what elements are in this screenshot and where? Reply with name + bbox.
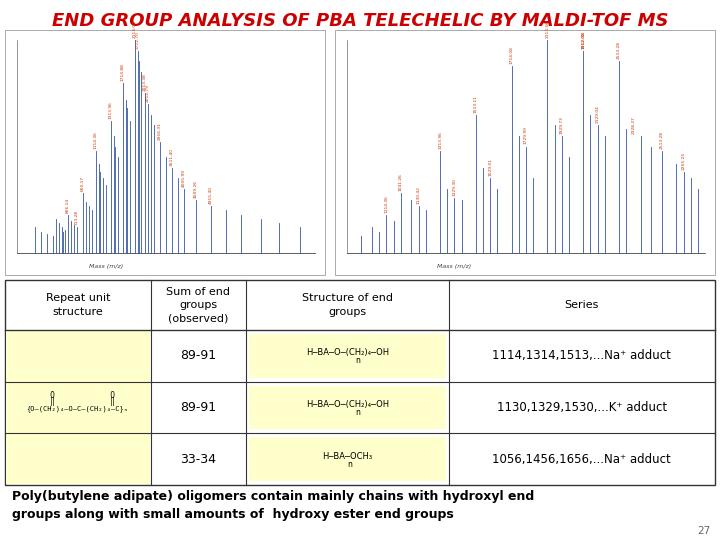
Text: 89-91: 89-91 bbox=[181, 349, 217, 362]
Text: 2328.27: 2328.27 bbox=[631, 116, 636, 134]
Text: 4915.40: 4915.40 bbox=[209, 186, 212, 204]
Text: ‖          ‖: ‖ ‖ bbox=[0, 539, 1, 540]
Text: Series: Series bbox=[564, 300, 599, 310]
Text: END GROUP ANALYSIS OF PBA TELECHELIC BY MALDI-TOF MS: END GROUP ANALYSIS OF PBA TELECHELIC BY … bbox=[52, 12, 668, 30]
Text: 33-34: 33-34 bbox=[181, 453, 217, 465]
Text: 4509.26: 4509.26 bbox=[194, 180, 198, 198]
Text: 2513.28: 2513.28 bbox=[617, 41, 621, 59]
Text: O            O: O O bbox=[41, 391, 114, 400]
Text: O          O: O O bbox=[0, 539, 1, 540]
Text: 3511.40: 3511.40 bbox=[170, 148, 174, 166]
Text: 1929.73: 1929.73 bbox=[560, 116, 564, 134]
Text: 713.28: 713.28 bbox=[75, 210, 78, 225]
Text: 1114.36: 1114.36 bbox=[94, 131, 98, 149]
Text: Mass (m/z): Mass (m/z) bbox=[89, 264, 124, 269]
Text: 1714.08: 1714.08 bbox=[510, 46, 513, 64]
Text: n: n bbox=[355, 356, 360, 366]
Text: 2113.05: 2113.05 bbox=[132, 20, 137, 38]
Text: n: n bbox=[355, 408, 360, 417]
Text: Repeat unit
structure: Repeat unit structure bbox=[45, 293, 110, 316]
Text: {O–(CH₂)₄–O–C–(CH₂)₄–C}ₙ: {O–(CH₂)₄–O–C–(CH₂)₄–C}ₙ bbox=[27, 405, 129, 412]
Text: {O–(CH₂)₄–O–C–(CH₂)₄–C}ₙ: {O–(CH₂)₄–O–C–(CH₂)₄–C}ₙ bbox=[0, 539, 1, 540]
Text: 2113.56: 2113.56 bbox=[546, 20, 549, 38]
Text: Sum of end
groups
(observed): Sum of end groups (observed) bbox=[166, 287, 230, 323]
Text: ‖            ‖: ‖ ‖ bbox=[41, 397, 114, 406]
Text: 2013.38: 2013.38 bbox=[143, 73, 147, 91]
Text: 1529.01: 1529.01 bbox=[488, 158, 492, 177]
Text: 1912.08: 1912.08 bbox=[581, 31, 585, 49]
Text: 1912.08: 1912.08 bbox=[581, 31, 585, 49]
Text: 1130,1329,1530,...K⁺ adduct: 1130,1329,1530,...K⁺ adduct bbox=[497, 401, 667, 414]
Text: 2712.70: 2712.70 bbox=[135, 31, 140, 49]
Text: 89-91: 89-91 bbox=[181, 401, 217, 414]
Text: 2916.31: 2916.31 bbox=[158, 123, 162, 140]
Text: 1114,1314,1513,...Na⁺ adduct: 1114,1314,1513,...Na⁺ adduct bbox=[492, 349, 671, 362]
Text: 1041.26: 1041.26 bbox=[399, 173, 402, 191]
Bar bbox=[249, 334, 446, 377]
Text: H─BA─OCH₃: H─BA─OCH₃ bbox=[323, 451, 373, 461]
Bar bbox=[6, 331, 150, 484]
Text: H─BA─O─(CH₂)₄─OH: H─BA─O─(CH₂)₄─OH bbox=[306, 348, 389, 357]
Text: 1130.42: 1130.42 bbox=[417, 186, 420, 204]
Text: 1313.96: 1313.96 bbox=[109, 101, 113, 119]
Text: n: n bbox=[347, 460, 352, 469]
Bar bbox=[249, 437, 446, 481]
Text: Structure of end
groups: Structure of end groups bbox=[302, 293, 393, 316]
Bar bbox=[5, 30, 325, 275]
Text: Mass (m/z): Mass (m/z) bbox=[437, 264, 472, 269]
Text: Poly(butylene adipate) oligomers contain mainly chains with hydroxyl end
groups : Poly(butylene adipate) oligomers contain… bbox=[12, 490, 534, 521]
Text: 2255.25: 2255.25 bbox=[682, 152, 685, 170]
Text: 2012.79: 2012.79 bbox=[146, 84, 150, 102]
Text: 1729.99: 1729.99 bbox=[524, 126, 528, 145]
Text: 2129.04: 2129.04 bbox=[595, 105, 600, 123]
Text: 1114.36: 1114.36 bbox=[384, 195, 388, 213]
Bar bbox=[5, 280, 715, 485]
Text: 1056,1456,1656,...Na⁺ adduct: 1056,1456,1656,...Na⁺ adduct bbox=[492, 453, 671, 465]
Text: 1329.30: 1329.30 bbox=[452, 178, 456, 195]
Bar bbox=[249, 386, 446, 429]
Text: 1313.96: 1313.96 bbox=[438, 131, 442, 149]
Text: 866.14: 866.14 bbox=[66, 198, 70, 213]
Text: 1513.11: 1513.11 bbox=[474, 94, 478, 112]
Text: 2513.28: 2513.28 bbox=[660, 131, 664, 149]
Text: 1714.88: 1714.88 bbox=[121, 63, 125, 80]
Bar bbox=[335, 30, 715, 275]
Text: 27: 27 bbox=[697, 526, 710, 536]
Text: 4005.99: 4005.99 bbox=[182, 169, 186, 187]
Text: H─BA─O─(CH₂)₄─OH: H─BA─O─(CH₂)₄─OH bbox=[306, 400, 389, 409]
Text: $\{$O–(CH₂)₄–O–C–(CH₂)₄–C$\}_n$: $\{$O–(CH₂)₄–O–C–(CH₂)₄–C$\}_n$ bbox=[0, 539, 1, 540]
Text: 660.17: 660.17 bbox=[81, 176, 84, 191]
